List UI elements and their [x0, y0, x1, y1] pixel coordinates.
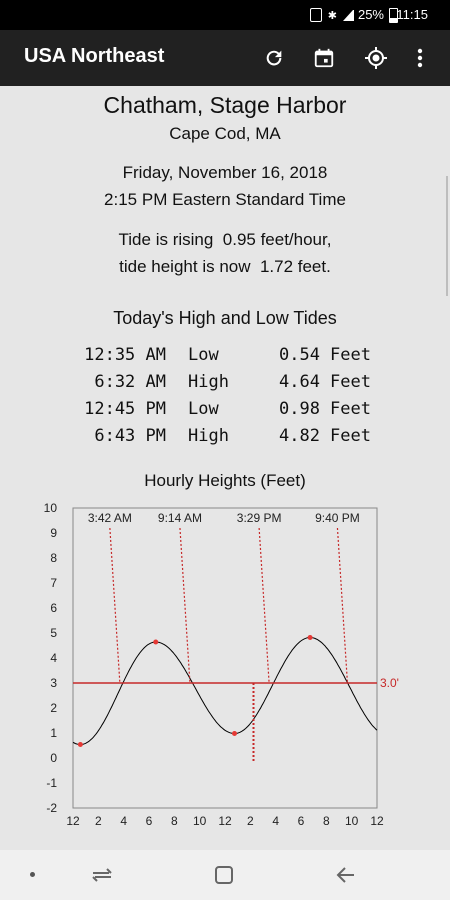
- crossing-time-label: 3:29 PM: [237, 511, 282, 525]
- y-tick-label: 10: [44, 501, 58, 515]
- signal-icon: [343, 9, 354, 21]
- x-tick-label: 12: [66, 814, 80, 828]
- tide-time: 6:32 AM: [94, 372, 166, 392]
- x-tick-label: 8: [323, 814, 330, 828]
- content[interactable]: Chatham, Stage Harbor Cape Cod, MA Frida…: [0, 86, 450, 850]
- x-tick-label: 6: [298, 814, 305, 828]
- x-tick-label: 10: [345, 814, 359, 828]
- tide-time: 12:45 PM: [84, 399, 166, 419]
- home-icon[interactable]: [214, 865, 234, 885]
- x-tick-label: 10: [193, 814, 207, 828]
- y-tick-label: 1: [50, 726, 57, 740]
- location-region: Cape Cod, MA: [169, 124, 281, 143]
- tide-type: High: [188, 372, 229, 392]
- x-tick-label: 12: [218, 814, 232, 828]
- tide-time: 12:35 AM: [84, 345, 166, 365]
- tide-value: 0.54: [279, 345, 320, 365]
- app-title: USA Northeast: [24, 45, 165, 67]
- clock: 11:15: [396, 7, 428, 22]
- y-tick-label: 7: [50, 576, 57, 590]
- system-nav-bar: [0, 850, 450, 900]
- tide-type: Low: [188, 399, 219, 419]
- tide-row: 12:35 AM Low 0.54 Feet: [68, 342, 371, 369]
- current-time: 2:15 PM Eastern Standard Time: [104, 190, 346, 209]
- tides-title: Today's High and Low Tides: [113, 308, 337, 328]
- tide-rate: Tide is rising 0.95 feet/hour,: [118, 230, 332, 249]
- tides-table: 12:35 AM Low 0.54 Feet 6:32 AM High 4.64…: [68, 342, 371, 450]
- chart-title: Hourly Heights (Feet): [144, 471, 306, 490]
- tide-type: Low: [188, 345, 219, 365]
- crossing-leader: [179, 527, 191, 684]
- y-tick-label: 2: [50, 701, 57, 715]
- tide-value: 0.98: [279, 399, 320, 419]
- x-tick-label: 2: [95, 814, 102, 828]
- battery-percent: 25%: [357, 7, 384, 22]
- y-tick-label: 0: [50, 751, 57, 765]
- bluetooth-icon: ✱: [327, 9, 337, 22]
- y-tick-label: 6: [50, 601, 57, 615]
- y-tick-label: -1: [46, 776, 57, 790]
- tide-unit: Feet: [330, 372, 371, 392]
- scroll-indicator[interactable]: [446, 176, 448, 296]
- recents-icon[interactable]: [90, 865, 114, 885]
- x-tick-label: 6: [146, 814, 153, 828]
- y-tick-label: 9: [50, 526, 57, 540]
- tide-unit: Feet: [330, 399, 371, 419]
- tide-unit: Feet: [330, 345, 371, 365]
- x-tick-label: 2: [247, 814, 254, 828]
- crossing-leader: [109, 527, 121, 684]
- crossing-time-label: 3:42 AM: [88, 511, 132, 525]
- x-tick-label: 4: [120, 814, 127, 828]
- x-tick-label: 4: [272, 814, 279, 828]
- plot-frame: [72, 507, 378, 809]
- calendar-icon[interactable]: [310, 44, 338, 72]
- app-bar: USA Northeast: [0, 30, 450, 86]
- nav-dot-icon: [30, 872, 35, 877]
- tide-row: 6:43 PM High 4.82 Feet: [68, 423, 371, 450]
- status-bar: ✱ 25% 11:15: [0, 0, 450, 30]
- crossing-leader: [258, 527, 270, 684]
- sim-icon: [309, 8, 322, 22]
- location-icon[interactable]: [362, 44, 390, 72]
- extremum-marker: [153, 639, 159, 645]
- x-tick-label: 12: [370, 814, 384, 828]
- extremum-marker: [77, 742, 83, 747]
- tide-unit: Feet: [330, 426, 371, 446]
- tide-curve: [72, 637, 378, 745]
- reference-label: 3.0': [380, 676, 399, 690]
- y-tick-label: 4: [50, 651, 57, 665]
- x-tick-label: 8: [171, 814, 178, 828]
- crossing-leader: [336, 527, 349, 684]
- y-tick-label: 5: [50, 626, 57, 640]
- extremum-marker: [232, 731, 237, 736]
- back-icon[interactable]: [336, 865, 356, 885]
- extremum-marker: [307, 635, 313, 640]
- battery-icon: [389, 8, 398, 23]
- y-tick-label: 8: [50, 551, 57, 565]
- tide-value: 4.64: [279, 372, 320, 392]
- tide-row: 6:32 AM High 4.64 Feet: [68, 369, 371, 396]
- y-tick-label: -2: [46, 801, 57, 815]
- tide-height: tide height is now 1.72 feet.: [119, 257, 331, 276]
- current-date: Friday, November 16, 2018: [122, 163, 328, 182]
- refresh-icon[interactable]: [260, 44, 288, 72]
- crossing-time-label: 9:14 AM: [158, 511, 202, 525]
- tide-type: High: [188, 426, 229, 446]
- tide-value: 4.82: [279, 426, 320, 446]
- y-tick-label: 3: [50, 676, 57, 690]
- more-vert-icon[interactable]: [406, 44, 434, 72]
- status-icons: ✱: [309, 8, 354, 22]
- crossing-time-label: 9:40 PM: [315, 511, 360, 525]
- tide-row: 12:45 PM Low 0.98 Feet: [68, 396, 371, 423]
- tide-time: 6:43 PM: [94, 426, 166, 446]
- location-name: Chatham, Stage Harbor: [103, 92, 347, 118]
